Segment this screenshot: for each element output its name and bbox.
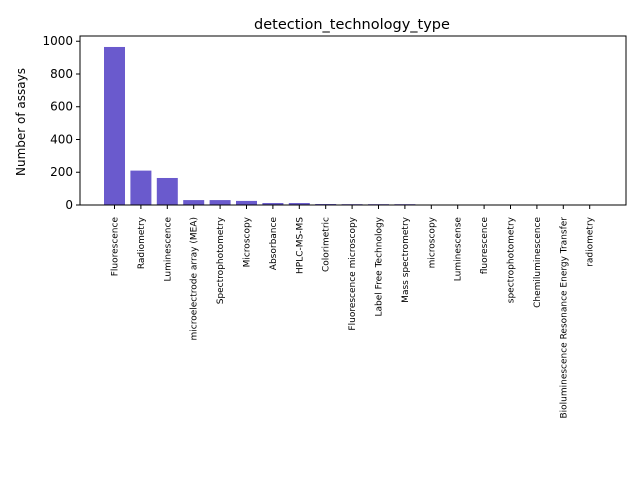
- x-tick-label-10: Label Free Technology: [375, 216, 385, 316]
- bar-5: [236, 200, 257, 205]
- x-tick-label-3: microelectrode array (MEA): [190, 217, 200, 340]
- x-tick-label-16: Chemiluminescence: [533, 217, 543, 308]
- x-tick-label-14: fluorescence: [480, 217, 490, 275]
- x-tick-label-2: Luminescence: [163, 217, 173, 282]
- x-tick-label-0: Fluorescence: [111, 217, 121, 277]
- y-tick-label-3: 600: [50, 100, 73, 114]
- y-tick-label-5: 1000: [42, 34, 73, 48]
- y-tick-label-1: 200: [50, 165, 73, 179]
- x-axis-ticks: Fluorescence Radiometry Luminescence microe…: [111, 205, 596, 419]
- x-tick-label-5: Microscopy: [243, 216, 253, 267]
- bar-4: [209, 200, 231, 205]
- y-axis-label: Number of assays: [14, 68, 28, 176]
- bars-group: [104, 46, 601, 206]
- x-tick-label-4: Spectrophotometry: [216, 216, 226, 304]
- bar-0: [104, 46, 125, 206]
- x-tick-label-6: Absorbance: [269, 217, 279, 271]
- y-tick-label-0: 0: [65, 198, 73, 212]
- x-tick-label-7: HPLC-MS-MS: [295, 217, 305, 274]
- x-tick-label-1: Radiometry: [137, 216, 147, 269]
- bar-3: [183, 200, 205, 205]
- x-tick-label-8: Colorimetric: [322, 217, 332, 272]
- y-tick-label-4: 800: [50, 67, 73, 81]
- plot-area-frame: [79, 35, 627, 206]
- bar-2: [156, 177, 178, 205]
- bar-7: [288, 203, 310, 205]
- x-tick-label-11: Mass spectrometry: [401, 216, 411, 302]
- x-tick-label-13: Luminescense: [454, 217, 464, 282]
- bar-1: [130, 170, 152, 205]
- bar-6: [262, 203, 284, 205]
- x-tick-label-9: Fluorescence microscopy: [348, 216, 358, 330]
- y-axis-ticks: 0 200 400 600 800 1000: [42, 34, 80, 212]
- chart-title: detection_technology_type: [254, 17, 450, 33]
- y-tick-label-2: 400: [50, 132, 73, 146]
- x-tick-label-18: radiometry: [586, 216, 596, 266]
- x-tick-label-17: Bioluminescence Resonance Energy Transfe…: [559, 217, 569, 419]
- x-tick-label-12: microscopy: [427, 216, 437, 268]
- x-tick-label-15: spectrophotometry: [507, 216, 517, 303]
